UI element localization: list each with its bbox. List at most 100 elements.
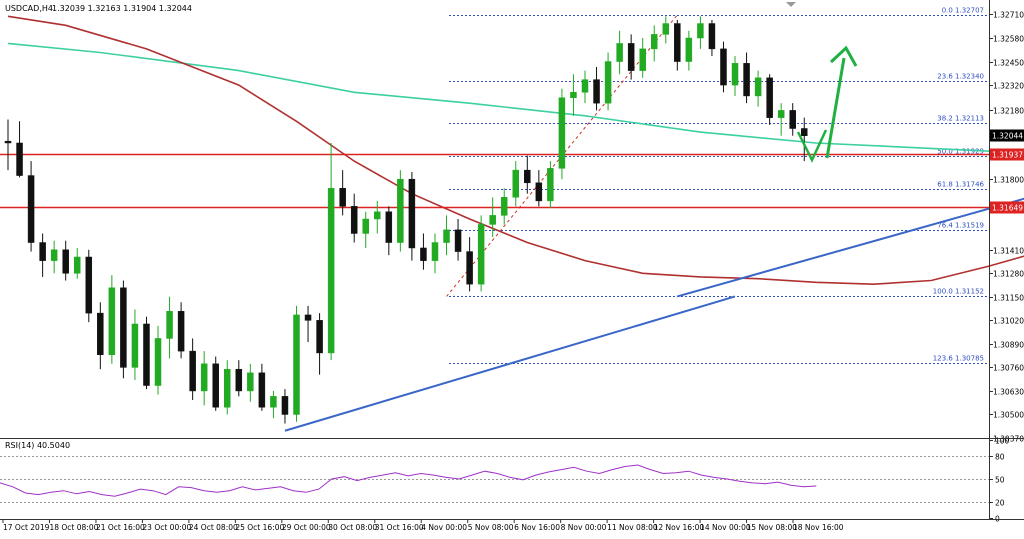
candle-body [662,23,670,35]
candle-body [316,320,323,354]
time-tick-label: 6 Nov 16:00 [514,523,560,532]
candle-body [754,77,762,97]
price-tick-label: 1.30630 [993,388,1024,397]
candle-body [593,79,600,104]
candle-body [789,110,796,129]
price-tick-label: 1.30890 [993,341,1024,350]
time-tick-label: 30 Oct 08:00 [328,523,377,532]
fib-level-label: 123.6 1.30785 [933,355,984,363]
price-tick-label: 1.31280 [993,270,1024,279]
chart-ohlc: 1.32039 1.32163 1.31904 1.32044 [52,4,192,13]
time-tick-label: 25 Oct 16:00 [235,523,284,532]
candle-body [293,314,300,415]
ema-fast-line [7,42,1024,154]
candle-body [339,187,346,207]
rsi-tick-label: 20 [995,499,1005,508]
time-tick-label: 21 Oct 16:00 [96,523,145,532]
candle-body [801,128,808,136]
time-tick-label: 29 Oct 00:00 [282,523,331,532]
bounce-arrow [796,45,858,163]
candle-body [524,169,531,184]
time-tick-label: 11 Nov 08:00 [607,523,658,532]
price-tick-label: 1.31800 [993,176,1024,185]
scroll-marker-icon[interactable] [786,2,796,7]
time-tick-label: 23 Oct 00:00 [142,523,191,532]
price-marker-label: 1.31649 [992,204,1023,213]
price-marker-label: 1.31937 [992,151,1023,160]
rsi-label: RSI(14) 40.5040 [5,441,70,450]
time-tick-label: 12 Nov 16:00 [654,523,705,532]
candle-body [154,338,162,386]
candle-body [200,363,208,392]
price-tick-label: 1.31150 [993,294,1024,303]
candle-body [143,323,150,386]
candle-body [604,61,612,104]
time-tick-label: 31 Oct 16:00 [375,523,424,532]
candle-body [489,215,496,225]
candle-body [535,182,543,202]
bounce-arrow-up-shaft [825,57,846,159]
price-tick-label: 1.32710 [993,11,1024,20]
candle-body [777,110,785,118]
candle-body [120,287,127,368]
time-tick-label: 17 Oct 2019 [3,523,50,532]
time-tick-label: 14 Nov 00:00 [700,523,751,532]
trend-line-1 [284,295,736,432]
candle-body [62,249,69,274]
fib-level-label: 61.8 1.31746 [937,181,984,189]
candle-body [685,37,693,62]
candle-body [731,63,739,86]
candle-body [350,206,358,234]
candle-body [420,247,427,261]
price-tick-label: 1.30500 [993,411,1024,420]
time-tick-label: 8 Nov 00:00 [561,523,607,532]
candle-body [258,372,266,408]
chart-symbol: USDCAD,H4 [5,4,53,13]
time-tick-label: 15 Nov 08:00 [747,523,798,532]
candle-body [50,249,58,261]
candle-body [454,229,462,252]
candle-body [431,242,439,261]
candle-body [304,314,312,321]
rsi-plot[interactable]: 1008050200 [0,437,1010,524]
candle-body [281,396,289,415]
price-tick-label: 1.32180 [993,107,1024,116]
ema-slow-line [7,15,1024,286]
time-tick-label: 18 Nov 16:00 [793,523,844,532]
price-marker-label: 1.32044 [992,132,1023,141]
rsi-tick-label: 50 [995,476,1005,485]
price-marker-box [990,201,1024,214]
candle-body [697,23,704,39]
time-tick-label: 24 Oct 08:00 [189,523,238,532]
price-axis: 1.32710 1.32580 1.32450 1.32320 1.32180 1.320… [989,11,1024,444]
candle-body [512,169,520,198]
candle-body [500,197,508,216]
candle-body [177,311,185,352]
fib-level-label: 50.0 1.31929 [937,148,984,156]
candle-body [327,187,335,354]
candle-body [39,242,46,261]
candle-body [547,168,554,202]
candle-body [131,323,139,368]
candle-body [766,77,773,118]
fib-level-label: 76.4 1.31519 [937,222,984,230]
candle-body [616,43,623,62]
time-tick-label: 4 Nov 00:00 [421,523,467,532]
candle-body [674,23,681,62]
main-plot[interactable]: 0.0 1.32707 23.6 1.32340 38.2 1.32113 50.0 … [0,7,1024,432]
candle-body [443,229,450,243]
candle-body [85,256,93,314]
price-marker-box [990,148,1024,161]
candle-body [708,23,716,50]
candle-body [570,92,577,98]
candle-body [627,43,635,71]
candle-body [743,63,750,97]
price-tick-label: 1.31410 [993,247,1024,256]
candle-body [385,211,393,243]
fib-level-label: 0.0 1.32707 [942,7,984,15]
candle-body [166,311,173,339]
candle-body [639,48,646,71]
trend-line-2 [677,197,1024,298]
